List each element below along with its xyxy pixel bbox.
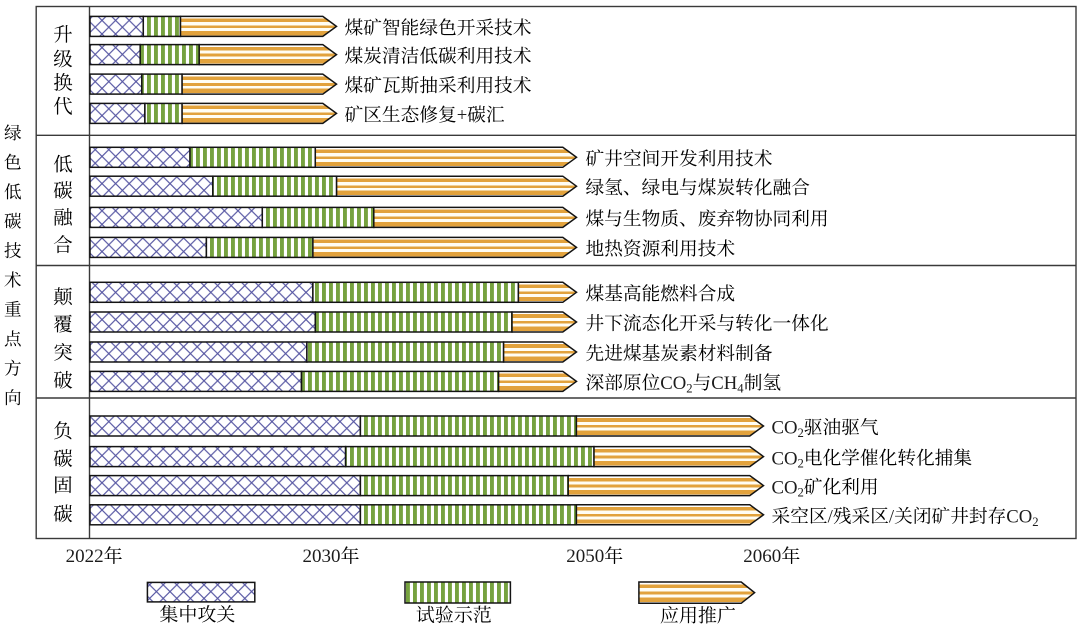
svg-text:+: + xyxy=(457,105,468,126)
svg-text:2060: 2060 xyxy=(743,546,781,567)
svg-text:CO: CO xyxy=(772,448,798,469)
svg-text:CO: CO xyxy=(772,477,798,498)
svg-text:2022: 2022 xyxy=(66,546,104,567)
svg-text:CO: CO xyxy=(660,373,686,394)
svg-text:/: / xyxy=(828,507,834,528)
svg-text:/: / xyxy=(889,507,895,528)
svg-text:2: 2 xyxy=(686,381,692,395)
svg-text:2: 2 xyxy=(798,426,804,440)
svg-text:2050: 2050 xyxy=(566,546,604,567)
svg-text:2: 2 xyxy=(1032,515,1038,529)
svg-text:CO: CO xyxy=(1006,507,1032,528)
svg-text:2: 2 xyxy=(798,457,804,471)
svg-text:2: 2 xyxy=(798,486,804,500)
svg-text:CO: CO xyxy=(772,418,798,439)
svg-text:4: 4 xyxy=(737,381,744,395)
svg-text:CH: CH xyxy=(711,373,737,394)
svg-text:2030: 2030 xyxy=(303,546,341,567)
